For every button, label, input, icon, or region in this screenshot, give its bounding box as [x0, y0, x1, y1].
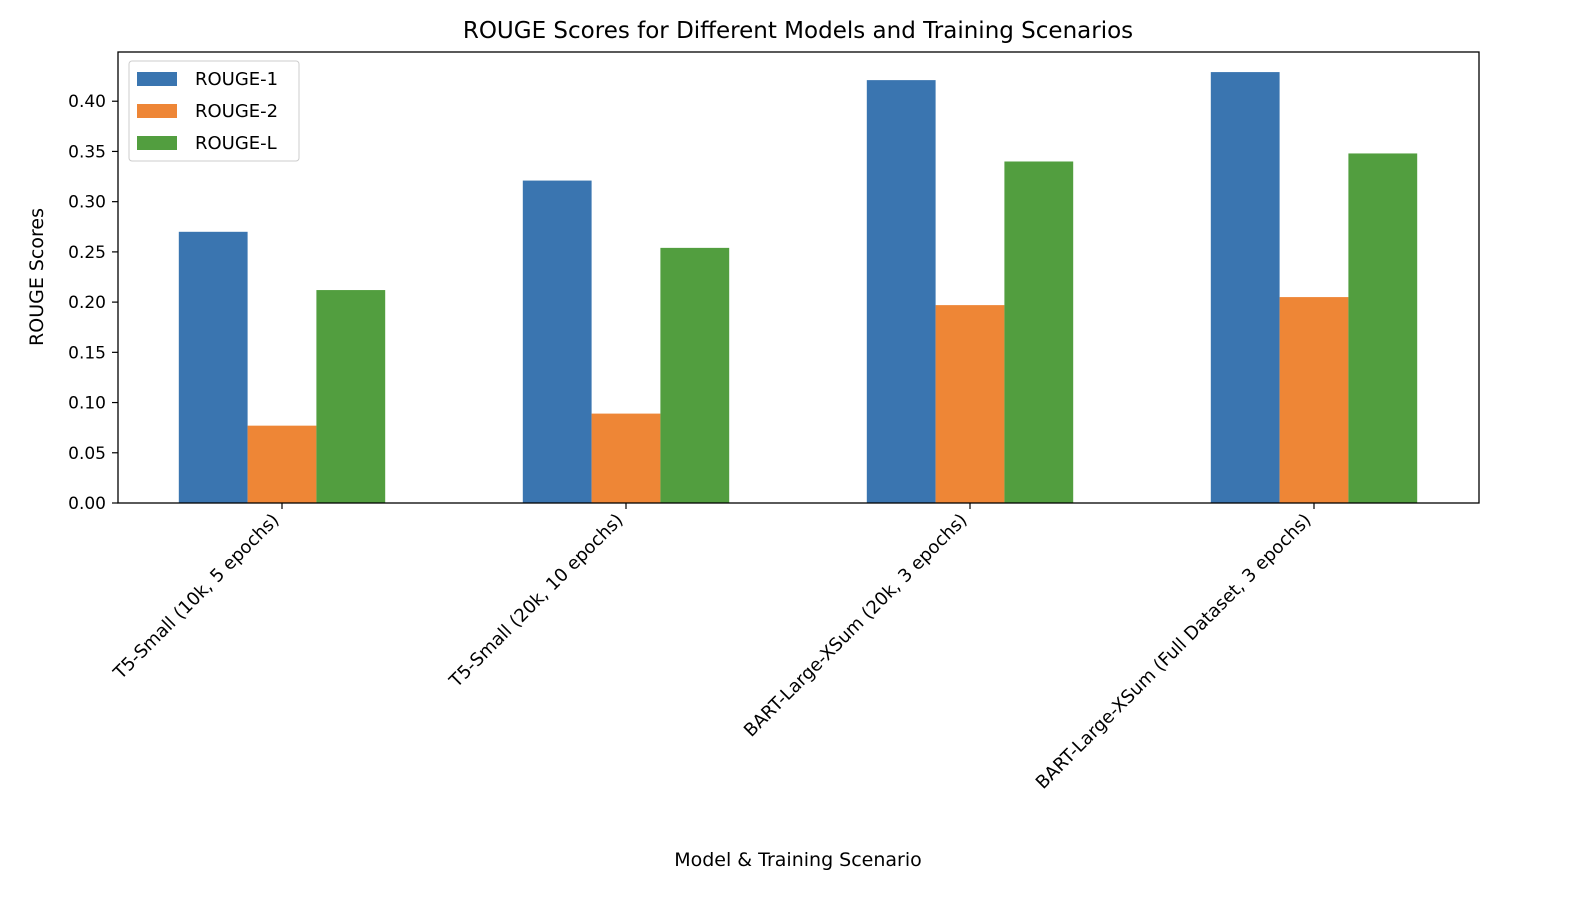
- bar-rouge-1-1: [178, 231, 248, 504]
- y-axis-label: ROUGE Scores: [26, 208, 48, 346]
- x-tick-label: BART-Large-XSum (20k, 3 epochs): [740, 510, 972, 742]
- y-tick-label: 0.25: [68, 243, 106, 263]
- y-axis: 0.00 0.05 0.10 0.15 0.20 0.25 0.30 0.35 0.40: [68, 92, 118, 514]
- y-tick-label: 0.00: [68, 494, 106, 514]
- bar-rouge-1-3: [866, 80, 936, 504]
- legend-swatch-rouge-l: [137, 136, 177, 150]
- y-tick-label: 0.10: [68, 394, 106, 414]
- bar-rouge-2-3: [935, 305, 1005, 503]
- bar-rouge-1-2: [522, 180, 592, 503]
- y-tick-label: 0.05: [68, 444, 106, 464]
- y-tick-label: 0.20: [68, 293, 106, 313]
- legend-swatch-rouge-1: [137, 72, 177, 86]
- bar-rouge-l-4: [1348, 153, 1418, 503]
- y-tick-label: 0.35: [68, 142, 106, 162]
- bar-rouge-l-3: [1004, 161, 1074, 504]
- y-tick-label: 0.15: [68, 343, 106, 363]
- legend-label-rouge-l: ROUGE-L: [195, 133, 277, 154]
- bar-rouge-1-4: [1210, 72, 1280, 503]
- bar-rouge-2-4: [1279, 297, 1349, 503]
- bar-rouge-l-1: [316, 290, 386, 503]
- y-tick-label: 0.40: [68, 92, 106, 112]
- bar-rouge-l-2: [660, 247, 730, 503]
- bar-rouge-2-2: [591, 413, 661, 503]
- x-tick-label: BART-Large-XSum (Full Dataset, 3 epochs): [1032, 510, 1316, 794]
- bars-layer: [178, 72, 1418, 504]
- legend-label-rouge-2: ROUGE-2: [195, 101, 278, 122]
- legend-label-rouge-1: ROUGE-1: [195, 69, 278, 90]
- x-tick-label: T5-Small (20k, 10 epochs): [445, 510, 628, 693]
- legend: ROUGE-1 ROUGE-2 ROUGE-L: [128, 60, 300, 162]
- chart-title: ROUGE Scores for Different Models and Tr…: [463, 18, 1133, 44]
- plot-frame: [117, 51, 1480, 504]
- bar-rouge-2-1: [247, 425, 317, 503]
- y-tick-label: 0.30: [68, 193, 106, 213]
- x-axis: T5-Small (10k, 5 epochs) T5-Small (20k, 1…: [109, 503, 1316, 793]
- legend-swatch-rouge-2: [137, 104, 177, 118]
- x-tick-label: T5-Small (10k, 5 epochs): [109, 510, 284, 685]
- x-axis-label: Model & Training Scenario: [674, 849, 922, 871]
